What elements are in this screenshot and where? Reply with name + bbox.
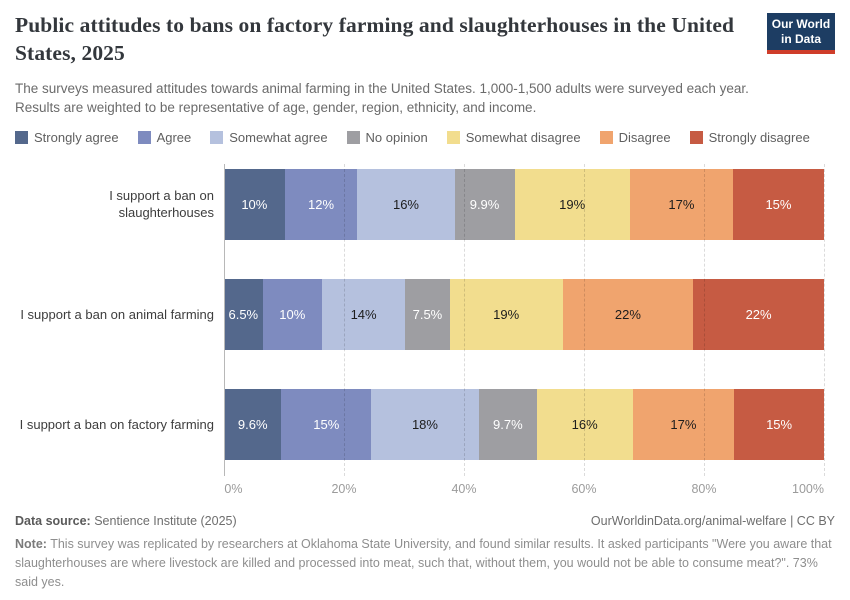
x-tick-label: 80% bbox=[691, 482, 717, 497]
bar-segment[interactable]: 15% bbox=[734, 389, 824, 461]
legend-swatch bbox=[446, 131, 460, 145]
stacked-bar: 9.6% 15% 18% 9.7% 16% 17% 15% bbox=[224, 389, 824, 461]
bar-segment[interactable]: 9.6% bbox=[224, 389, 282, 461]
owid-logo: Our World in Data bbox=[767, 13, 835, 54]
legend-swatch bbox=[346, 131, 360, 145]
header: Public attitudes to bans on factory farm… bbox=[15, 12, 835, 68]
row-label: I support a ban on slaughterhouses bbox=[109, 188, 214, 220]
bar-segment[interactable]: 17% bbox=[629, 169, 733, 241]
bar-segment[interactable]: 15% bbox=[281, 389, 372, 461]
x-tick-label: 100% bbox=[792, 482, 824, 497]
bar-segment[interactable]: 12% bbox=[284, 169, 358, 241]
bar-segment[interactable]: 22% bbox=[693, 279, 824, 351]
legend-item[interactable]: Strongly disagree bbox=[689, 130, 810, 146]
footer: Data source: Sentience Institute (2025) … bbox=[15, 514, 835, 528]
legend-label: Disagree bbox=[618, 130, 671, 146]
bar-segment[interactable]: 6.5% bbox=[224, 279, 263, 351]
attribution-link[interactable]: OurWorldinData.org/animal-welfare | CC B… bbox=[590, 514, 835, 529]
row-label: I support a ban on animal farming bbox=[20, 306, 214, 322]
bar-row: I support a ban on factory farming 9.6% 15… bbox=[15, 389, 835, 461]
bar-segment[interactable]: 19% bbox=[514, 169, 630, 241]
legend-swatch bbox=[689, 131, 703, 145]
owid-logo-text: Our World in Data bbox=[771, 16, 831, 46]
bar-segment[interactable]: 22% bbox=[562, 279, 694, 351]
x-axis: 0% 20% 40% 60% 80% 100% bbox=[224, 482, 824, 499]
legend-swatch bbox=[15, 131, 28, 145]
stacked-bar: 6.5% 10% 14% 7.5% 19% 22% 22% bbox=[224, 279, 824, 351]
bar-segment[interactable]: 16% bbox=[536, 389, 633, 461]
legend-item[interactable]: Somewhat disagree bbox=[446, 130, 581, 146]
legend-swatch bbox=[210, 131, 224, 145]
legend-swatch bbox=[137, 131, 151, 145]
legend-item[interactable]: Agree bbox=[137, 130, 192, 146]
bar-segment[interactable]: 16% bbox=[357, 169, 455, 241]
footnote-label: Note: bbox=[15, 537, 47, 552]
x-tick-label: 20% bbox=[331, 482, 357, 497]
data-source-label: Data source: bbox=[15, 514, 91, 529]
x-tick-label: 60% bbox=[571, 482, 597, 497]
bar-segment[interactable]: 9.7% bbox=[478, 389, 537, 461]
legend: Strongly agree Agree Somewhat agree No opin… bbox=[15, 130, 835, 145]
legend-label: No opinion bbox=[365, 130, 428, 146]
x-tick-label: 40% bbox=[451, 482, 477, 497]
plot-rows: I support a ban on slaughterhouses 10% 12%… bbox=[15, 169, 835, 461]
bar-segment[interactable]: 7.5% bbox=[405, 279, 450, 351]
row-label: I support a ban on factory farming bbox=[19, 416, 214, 432]
legend-label: Agree bbox=[156, 130, 192, 146]
legend-swatch bbox=[599, 131, 613, 145]
footnote: Note: This survey was replicated by rese… bbox=[15, 535, 835, 591]
bar-segment[interactable]: 17% bbox=[632, 389, 735, 461]
plot-area: I support a ban on slaughterhouses 10% 12%… bbox=[15, 164, 835, 477]
legend-item[interactable]: No opinion bbox=[346, 130, 428, 146]
bar-segment[interactable]: 10% bbox=[262, 279, 322, 351]
bar-row: I support a ban on animal farming 6.5% 10%… bbox=[15, 279, 835, 351]
bar-row: I support a ban on slaughterhouses 10% 12%… bbox=[15, 169, 835, 241]
legend-label: Somewhat disagree bbox=[465, 130, 581, 146]
legend-label: Somewhat agree bbox=[229, 130, 328, 146]
data-source-value: Sentience Institute (2025) bbox=[90, 514, 237, 529]
chart-subtitle: The surveys measured attitudes towards a… bbox=[15, 80, 749, 116]
bar-segment[interactable]: 15% bbox=[732, 169, 824, 241]
bar-segment[interactable]: 18% bbox=[371, 389, 479, 461]
stacked-bar: 10% 12% 16% 9.9% 19% 17% 15% bbox=[224, 169, 824, 241]
bar-segment[interactable]: 14% bbox=[322, 279, 406, 351]
legend-label: Strongly disagree bbox=[708, 130, 810, 146]
chart-area: I support a ban on slaughterhouses 10% 12%… bbox=[15, 164, 835, 499]
legend-item[interactable]: Somewhat agree bbox=[210, 130, 328, 146]
legend-item[interactable]: Strongly agree bbox=[15, 130, 119, 145]
legend-label: Strongly agree bbox=[34, 130, 119, 146]
bar-segment[interactable]: 10% bbox=[224, 169, 285, 241]
legend-item[interactable]: Disagree bbox=[599, 130, 671, 146]
data-source: Data source: Sentience Institute (2025) bbox=[15, 514, 237, 528]
x-tick-label: 0% bbox=[224, 482, 243, 497]
bar-segment[interactable]: 19% bbox=[449, 279, 563, 351]
footnote-text: This survey was replicated by researcher… bbox=[15, 537, 832, 589]
chart-title: Public attitudes to bans on factory farm… bbox=[15, 13, 735, 65]
bar-segment[interactable]: 9.9% bbox=[454, 169, 515, 241]
